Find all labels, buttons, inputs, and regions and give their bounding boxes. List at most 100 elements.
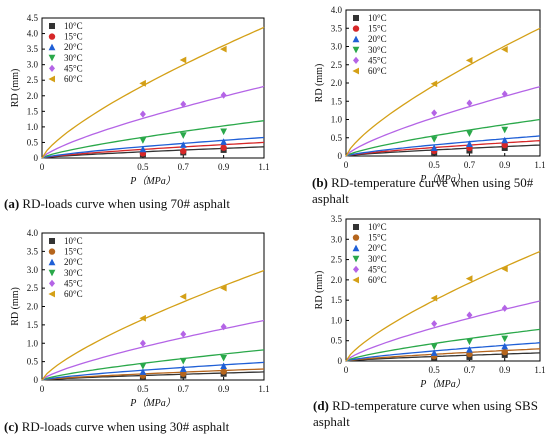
- y-tick-label: 3.0: [331, 234, 343, 244]
- x-tick-label: 0.7: [178, 162, 190, 172]
- legend-label: 15°C: [64, 32, 83, 42]
- data-point: [180, 370, 187, 377]
- fit-curve: [41, 141, 265, 159]
- legend-marker: [48, 269, 56, 277]
- legend-marker: [48, 43, 56, 51]
- y-tick-label: 3.5: [331, 214, 343, 224]
- fit-curve: [345, 328, 541, 362]
- caption-c: (c) RD-loads curve when using 30# asphal…: [4, 419, 274, 435]
- y-tick-label: 1.0: [331, 115, 343, 125]
- legend-label: 15°C: [368, 233, 387, 243]
- y-tick-label: 1.5: [331, 295, 343, 305]
- legend-label: 20°C: [368, 34, 387, 44]
- legend-label: 20°C: [64, 257, 83, 267]
- data-point: [466, 311, 473, 319]
- legend-label: 60°C: [64, 74, 83, 84]
- data-point: [430, 343, 438, 350]
- legend-label: 60°C: [368, 66, 387, 76]
- y-tick-label: 2.0: [27, 91, 39, 101]
- legend-label: 30°C: [64, 268, 83, 278]
- caption-c-label: (c): [4, 419, 19, 434]
- fit-curve: [41, 26, 265, 159]
- caption-a: (a) RD-loads curve when using 70# asphal…: [4, 196, 274, 212]
- fit-curve: [41, 361, 265, 381]
- data-point: [430, 80, 438, 88]
- x-axis-label: P（MPa）: [129, 175, 176, 187]
- data-point: [466, 346, 473, 353]
- data-point: [465, 275, 473, 283]
- data-point: [466, 140, 473, 147]
- data-point: [501, 46, 508, 53]
- y-tick-label: 1.5: [331, 96, 343, 106]
- data-point: [501, 136, 509, 144]
- data-point: [220, 284, 227, 292]
- legend-marker: [48, 258, 56, 266]
- x-axis-label: P（MPa）: [129, 397, 176, 409]
- data-point: [501, 304, 508, 312]
- y-tick-label: 3.0: [331, 42, 343, 52]
- x-tick-label: 0: [344, 160, 349, 170]
- y-tick-label: 1.0: [331, 315, 343, 325]
- data-point: [179, 132, 187, 139]
- fit-curve: [41, 85, 265, 159]
- legend-label: 10°C: [64, 21, 83, 31]
- data-point: [430, 136, 438, 143]
- data-point: [139, 137, 147, 144]
- y-tick-label: 4.0: [27, 228, 39, 238]
- fit-curve: [345, 86, 541, 157]
- chart-a: 0 0.5 1.0 1.5 2.0 2.5 3.0 3.5 4.0 4.5 0 0.5 0.7 0.9 1.…: [10, 13, 270, 187]
- plot-frame: [41, 17, 265, 159]
- x-tick-label: 0.7: [464, 365, 476, 375]
- x-axis-label: P（MPa）: [419, 173, 466, 185]
- x-tick-label: 0.5: [137, 384, 149, 394]
- y-tick-label: 3.5: [331, 23, 343, 33]
- legend-marker: [352, 25, 360, 32]
- legend-marker: [49, 279, 55, 287]
- x-tick-label: 0.5: [429, 365, 441, 375]
- data-point: [180, 330, 187, 338]
- y-tick-label: 0: [34, 375, 39, 385]
- data-point: [501, 126, 509, 134]
- y-tick-label: 0: [338, 151, 343, 161]
- legend-marker: [48, 54, 56, 62]
- data-point: [180, 147, 187, 155]
- data-point: [220, 144, 227, 151]
- legend-label: 10°C: [64, 236, 83, 246]
- legend-label: 45°C: [368, 55, 387, 65]
- fit-curve: [41, 136, 265, 159]
- caption-b-label: (b): [312, 175, 328, 190]
- plot-frame: [345, 218, 541, 362]
- data-point: [179, 293, 187, 300]
- chart-c: 0 0.5 1.0 1.5 2.0 2.5 3.0 3.5 4.0 0 0.5 0.7 0.9 1.1 P（…: [10, 228, 270, 409]
- x-tick-label: 1.1: [258, 384, 269, 394]
- y-tick-label: 1.0: [27, 122, 39, 132]
- y-tick-label: 3.5: [27, 246, 39, 256]
- y-tick-label: 3.0: [27, 265, 39, 275]
- caption-c-text: RD-loads curve when using 30# asphalt: [18, 419, 230, 434]
- x-tick-label: 0.9: [218, 384, 230, 394]
- legend-label: 15°C: [64, 247, 83, 257]
- y-tick-label: 2.0: [331, 275, 343, 285]
- legend-label: 60°C: [64, 289, 83, 299]
- x-tick-label: 0.9: [499, 160, 511, 170]
- x-tick-label: 0.9: [218, 162, 230, 172]
- data-point: [430, 294, 438, 302]
- caption-b-text: RD-temperature curve when using 50# asph…: [312, 175, 534, 206]
- data-point: [220, 354, 228, 362]
- x-tick-label: 0.9: [499, 365, 511, 375]
- legend-marker: [352, 255, 360, 263]
- data-point: [179, 141, 187, 148]
- data-point: [139, 110, 146, 118]
- y-tick-label: 2.0: [27, 302, 39, 312]
- legend-marker: [48, 290, 55, 298]
- caption-a-text: RD-loads curve when using 70# asphalt: [19, 196, 231, 211]
- y-tick-label: 3.0: [27, 60, 39, 70]
- x-axis-label: P（MPa）: [419, 378, 466, 390]
- caption-d: (d) RD-temperature curve when using SBS …: [313, 398, 549, 430]
- data-point: [139, 314, 146, 322]
- fit-curve: [345, 342, 541, 362]
- legend-label: 10°C: [368, 13, 387, 23]
- data-point: [501, 335, 509, 343]
- data-point: [431, 320, 438, 328]
